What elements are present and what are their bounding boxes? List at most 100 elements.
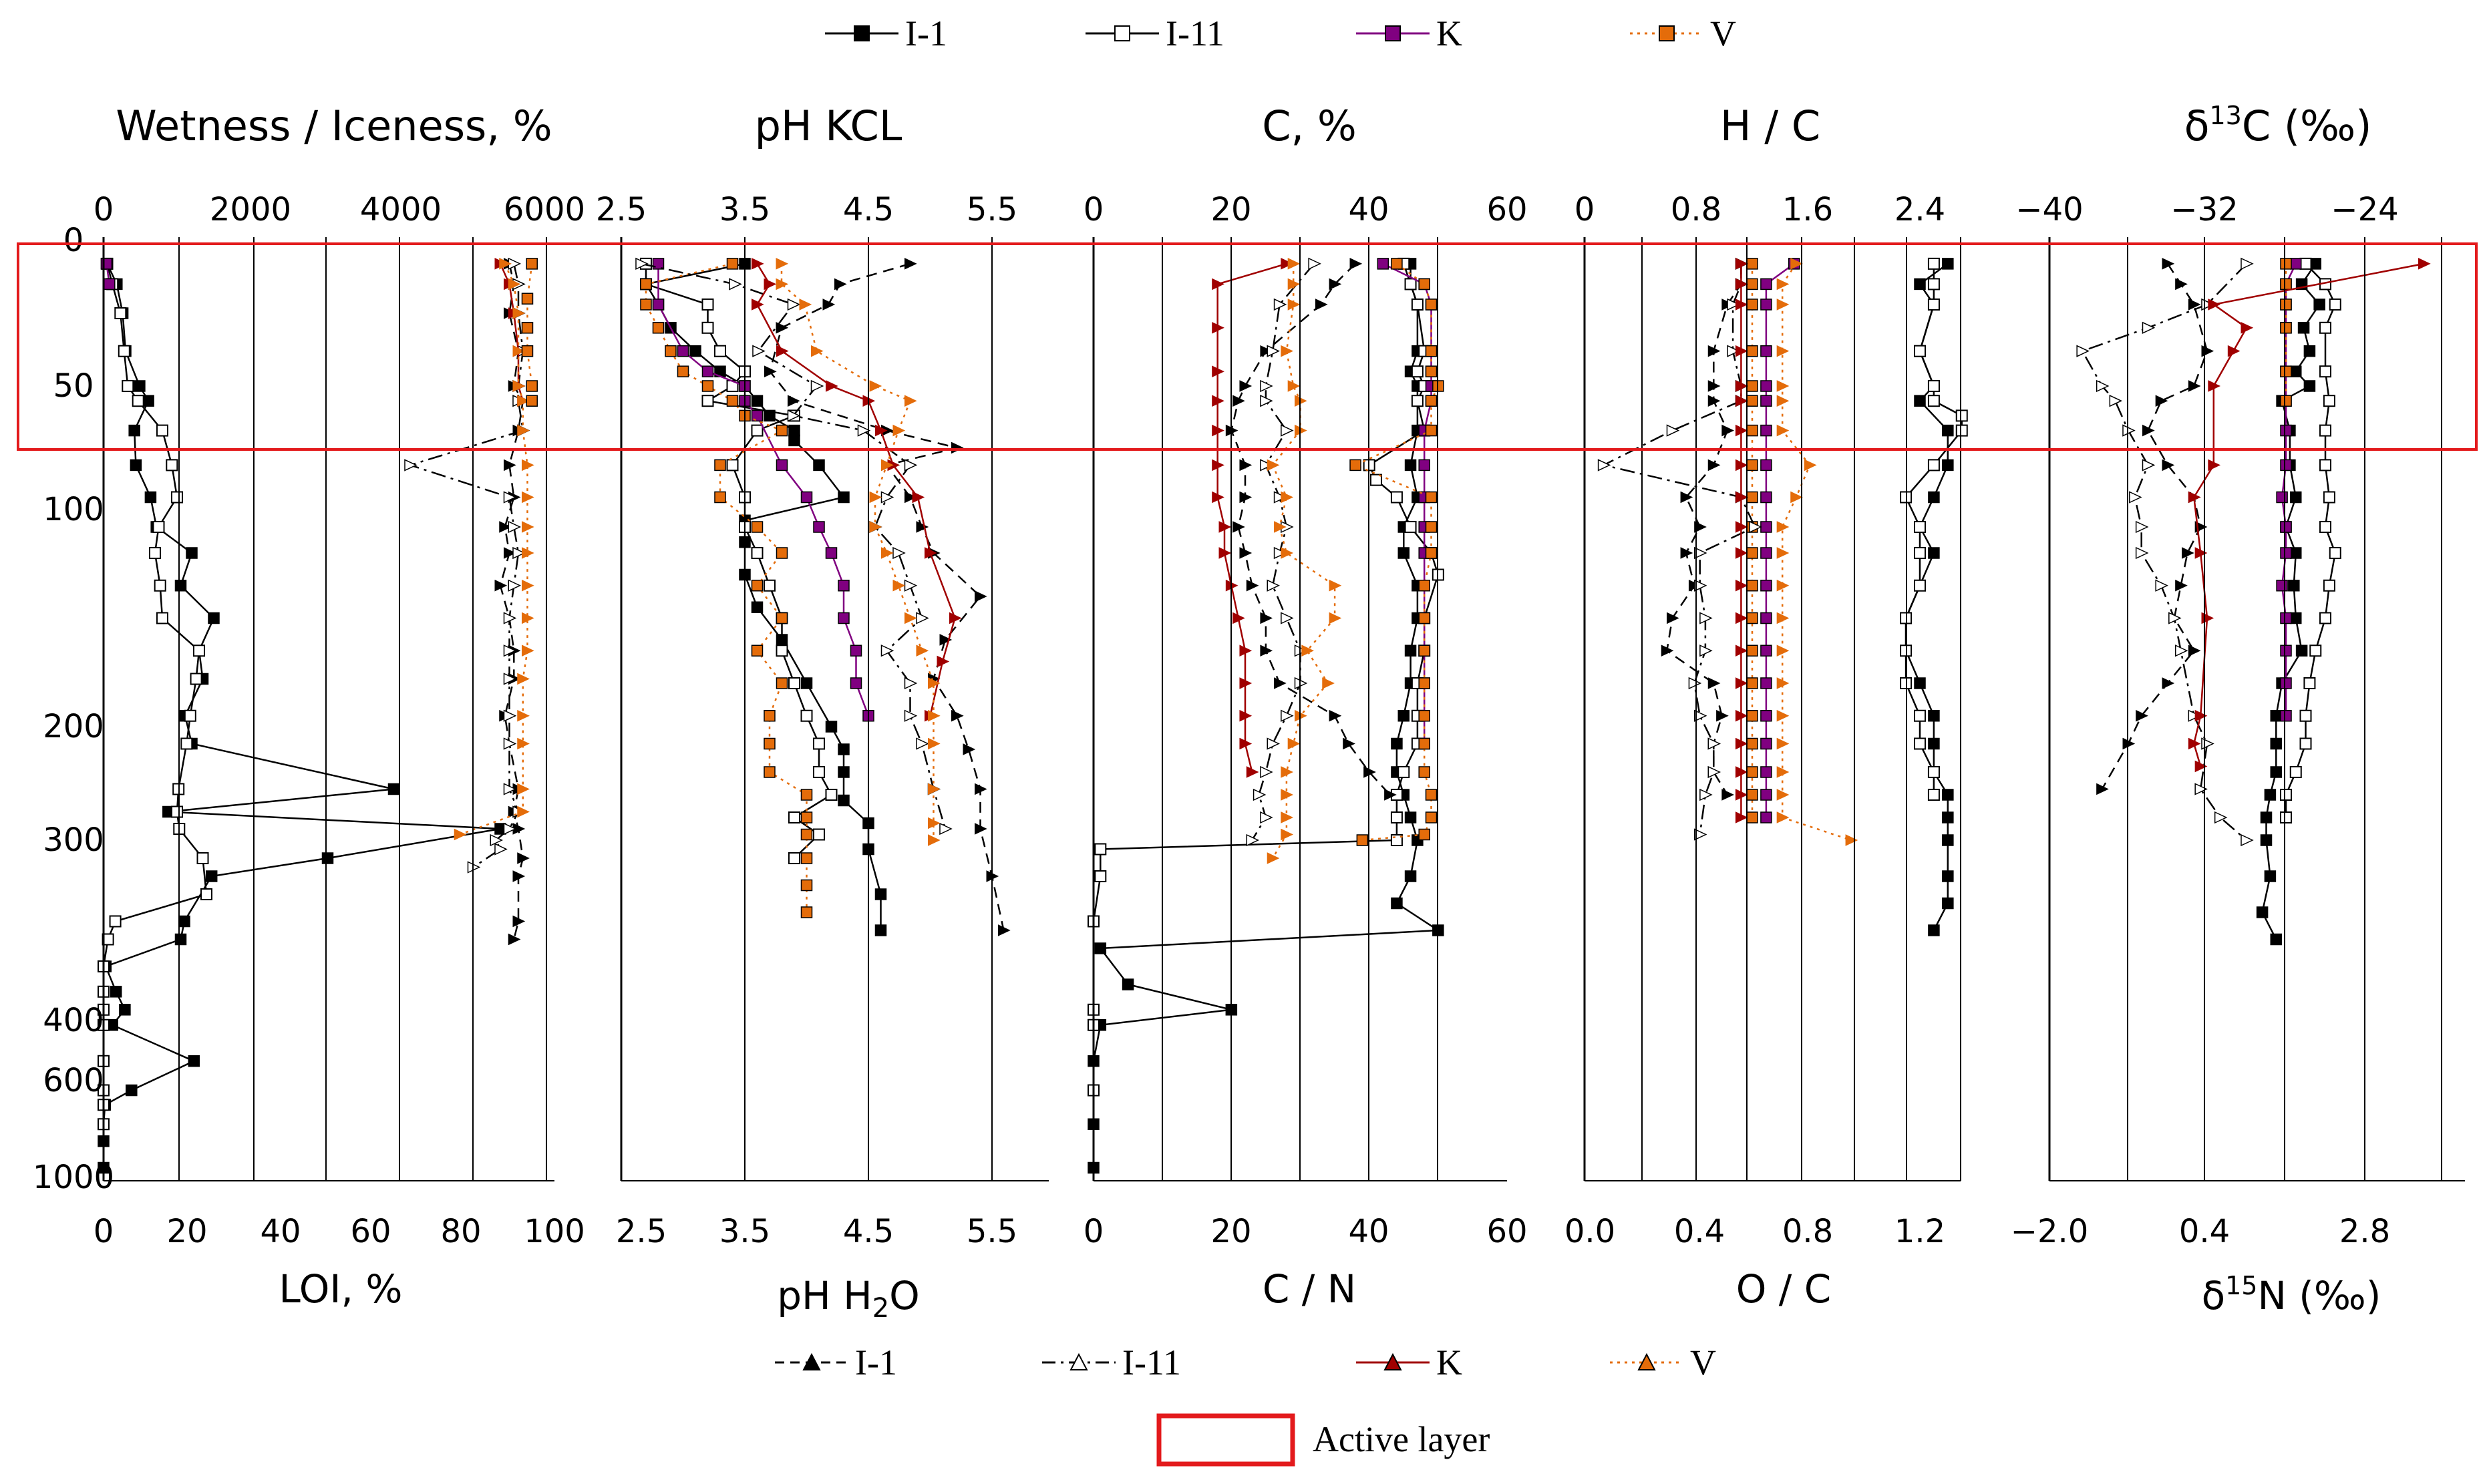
data-point-K [1735, 644, 1748, 657]
data-point-I-1 [2260, 834, 2273, 846]
data-point-I-1 [1260, 345, 1273, 357]
data-point-I-1 [134, 380, 146, 392]
data-point-I-11 [1693, 828, 1707, 841]
legend-item-K: K [1356, 13, 1462, 53]
data-point-I-11 [787, 409, 801, 422]
panel-ph: 2.5 3.5 4.5 5.5 2.5 3.5 4.5 5.5 [596, 191, 1049, 1250]
data-point-V [522, 579, 534, 592]
data-point-K [1760, 677, 1772, 689]
data-point-I-11 [1693, 709, 1707, 722]
data-point-K [1760, 424, 1772, 437]
data-point-I-1 [1928, 547, 1940, 559]
data-point-I-11 [109, 915, 122, 928]
data-point-I-1 [2303, 380, 2316, 392]
data-point-I-1 [1721, 789, 1735, 801]
data-point-I-1 [1397, 710, 1410, 722]
data-point-V [1281, 491, 1294, 504]
data-point-I-11 [2280, 811, 2292, 823]
label-sup: 15 [2225, 1271, 2257, 1300]
data-point-V [1776, 278, 1790, 291]
series-line-I-11 [1251, 263, 1315, 841]
data-point-I-1 [1315, 299, 1328, 311]
data-point-V [1776, 299, 1790, 311]
data-point-I-1 [751, 395, 764, 407]
data-point-I-1 [188, 1055, 200, 1067]
series-group-isotopes [2076, 257, 2431, 946]
series-line-I-1 [1905, 262, 1949, 931]
data-point-V [522, 459, 534, 472]
data-point-I-11 [2129, 491, 2142, 504]
data-point-V [2280, 258, 2292, 270]
data-point-K [2280, 644, 2292, 657]
data-point-I-1 [1329, 709, 1342, 722]
data-point-I-11 [114, 307, 127, 319]
data-point-I-11 [776, 644, 788, 657]
data-point-V [1845, 834, 1858, 846]
top-tick-label: 4.5 [843, 191, 894, 228]
legend-item-I-1: I-1 [825, 13, 947, 53]
data-point-I-1 [874, 924, 887, 936]
top-tick-label: 0.8 [1671, 191, 1721, 228]
panel-wetness-loi: 0 2000 4000 6000 0 20 40 60 80 100 [94, 191, 585, 1250]
legend-marker [802, 1352, 821, 1370]
top-tick-label: 1.6 [1782, 191, 1833, 228]
data-point-I-1 [904, 258, 917, 270]
data-point-K [1760, 644, 1772, 657]
data-point-I-1 [2122, 737, 2136, 750]
data-point-I-1 [951, 709, 964, 722]
data-point-I-11 [1281, 612, 1294, 624]
data-point-I-11 [156, 612, 168, 624]
data-point-I-11 [2303, 677, 2316, 689]
data-point-I-11 [1914, 737, 1926, 750]
data-point-V [1746, 278, 1758, 291]
data-point-V [714, 459, 726, 472]
data-point-V [1804, 459, 1817, 472]
data-point-I-1 [2313, 299, 2325, 311]
series-line-I-1 [102, 263, 501, 1168]
data-point-I-11 [2142, 459, 2156, 472]
data-point-V [928, 783, 941, 795]
data-point-I-11 [726, 459, 739, 472]
data-point-V [512, 307, 526, 319]
data-point-I-11 [1914, 579, 1926, 592]
data-point-I-1 [2290, 547, 2302, 559]
bottom-tick-label: 2.5 [616, 1213, 667, 1250]
data-point-I-11 [2096, 379, 2110, 393]
data-point-I-1 [2295, 644, 2308, 657]
data-point-I-11 [1260, 811, 1273, 824]
data-point-K [2280, 547, 2292, 559]
data-point-I-11 [701, 395, 714, 407]
bottom-tick-label: 0.0 [1564, 1213, 1615, 1250]
data-point-I-11 [156, 424, 168, 437]
legend-label: I-11 [1122, 1342, 1181, 1382]
data-point-V [2280, 365, 2292, 377]
data-point-I-11 [2323, 491, 2335, 504]
data-point-I-11 [503, 612, 517, 624]
data-point-I-1 [1349, 258, 1363, 270]
data-point-I-11 [714, 345, 726, 357]
data-point-I-1 [764, 409, 776, 422]
data-point-K [1735, 789, 1748, 801]
data-point-I-11 [701, 298, 714, 311]
data-point-I-1 [504, 547, 516, 559]
data-point-V [1267, 852, 1280, 864]
data-point-I-1 [1122, 978, 1134, 990]
data-point-K [2280, 424, 2292, 437]
data-point-I-1 [512, 870, 526, 882]
data-point-V [677, 365, 689, 377]
data-point-I-11 [2241, 833, 2254, 847]
data-point-V [916, 644, 929, 657]
data-point-K [1760, 789, 1772, 801]
data-point-I-11 [503, 783, 517, 795]
data-point-I-11 [751, 424, 764, 437]
data-point-I-11 [1260, 459, 1273, 472]
data-point-I-1 [1246, 579, 1259, 592]
data-point-V [764, 710, 776, 722]
data-point-V [526, 395, 538, 407]
data-point-I-11 [2135, 546, 2149, 560]
data-point-I-11 [503, 737, 517, 750]
data-point-I-11 [1927, 278, 1940, 291]
bottom-tick-label: 100 [524, 1213, 585, 1250]
data-point-I-11 [2309, 644, 2322, 657]
data-point-I-1 [2290, 491, 2302, 504]
